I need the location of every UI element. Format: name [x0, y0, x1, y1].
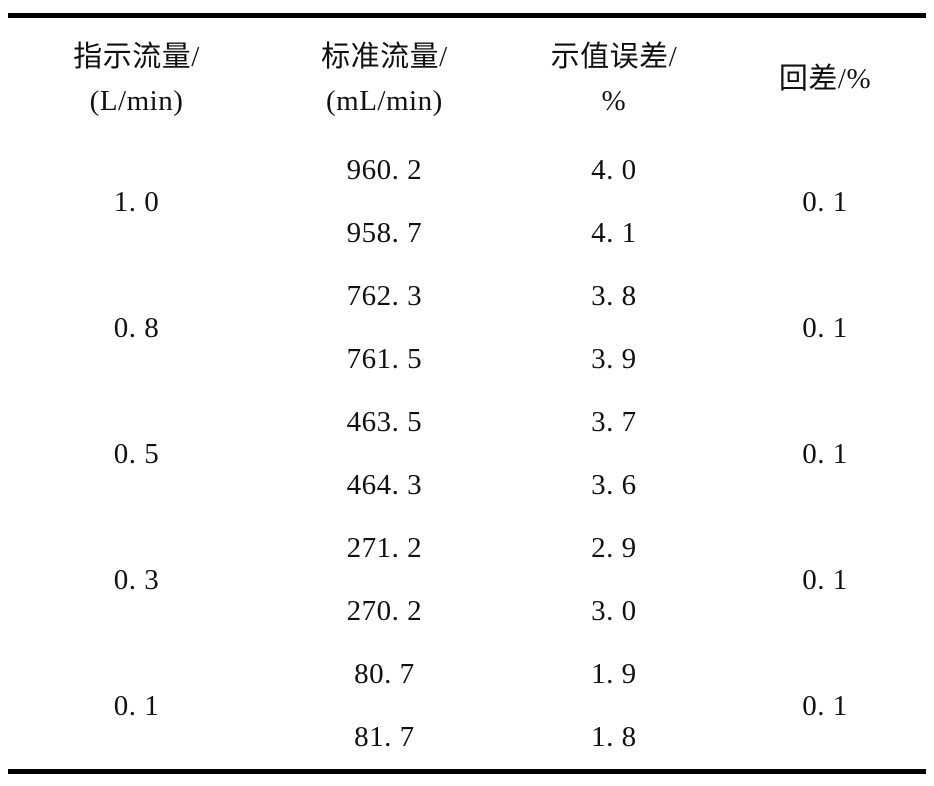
cell-standard-flow: 270. 2 — [346, 595, 423, 627]
table-row: 0. 8 762. 3 3. 8 0. 1 — [8, 265, 926, 344]
cell-hysteresis: 0. 1 — [802, 689, 848, 722]
cell-standard-flow: 271. 2 — [346, 532, 423, 564]
header-line: 回差/% — [778, 62, 872, 95]
table-header: 指示流量/ (L/min) 标准流量/ (mL/min) 示值误差/ % 回差/… — [8, 16, 926, 140]
col-header-indication-error: 示值误差/ % — [504, 16, 724, 140]
cell-standard-flow: 762. 3 — [346, 280, 423, 312]
cell-error: 3. 7 — [591, 406, 637, 438]
table-row: 81. 7 1. 8 — [8, 706, 926, 772]
cell-error: 3. 0 — [591, 595, 637, 627]
header-line: % — [601, 84, 627, 117]
cell-standard-flow: 761. 5 — [346, 343, 423, 375]
col-header-hysteresis: 回差/% — [724, 16, 926, 140]
cell-error: 3. 9 — [591, 343, 637, 375]
cell-error: 1. 8 — [591, 721, 637, 753]
calibration-table: 指示流量/ (L/min) 标准流量/ (mL/min) 示值误差/ % 回差/… — [8, 13, 926, 774]
cell-indicated-flow: 0. 5 — [113, 437, 160, 470]
cell-standard-flow: 464. 3 — [346, 469, 423, 501]
cell-indicated-flow: 1. 0 — [113, 185, 160, 218]
cell-hysteresis: 0. 1 — [802, 437, 848, 470]
header-line: 示值误差/ — [550, 40, 678, 73]
cell-error: 1. 9 — [591, 658, 637, 690]
table-row: 0. 3 271. 2 2. 9 0. 1 — [8, 517, 926, 596]
table-row: 464. 3 3. 6 — [8, 454, 926, 517]
table-row: 0. 5 463. 5 3. 7 0. 1 — [8, 391, 926, 470]
cell-standard-flow: 958. 7 — [346, 217, 423, 249]
table-body: 1. 0 960. 2 4. 0 0. 1 958. 7 4. 1 0. 8 7… — [8, 139, 926, 772]
table-row: 0. 1 80. 7 1. 9 0. 1 — [8, 643, 926, 722]
cell-hysteresis: 0. 1 — [802, 311, 848, 344]
cell-error: 2. 9 — [591, 532, 637, 564]
table-row: 958. 7 4. 1 — [8, 202, 926, 265]
header-line: 指示流量/ — [73, 40, 200, 73]
cell-standard-flow: 81. 7 — [354, 721, 415, 753]
cell-hysteresis: 0. 1 — [802, 185, 848, 218]
cell-error: 4. 1 — [591, 217, 637, 249]
cell-error: 3. 8 — [591, 280, 637, 312]
table-row: 761. 5 3. 9 — [8, 328, 926, 391]
cell-indicated-flow: 0. 8 — [113, 311, 160, 344]
cell-indicated-flow: 0. 3 — [113, 563, 160, 596]
header-line: (mL/min) — [325, 84, 443, 117]
cell-hysteresis: 0. 1 — [802, 563, 848, 596]
table-row: 270. 2 3. 0 — [8, 580, 926, 643]
col-header-indicated-flow: 指示流量/ (L/min) — [8, 16, 265, 140]
header-line: (L/min) — [89, 84, 184, 117]
col-header-standard-flow: 标准流量/ (mL/min) — [265, 16, 504, 140]
cell-standard-flow: 960. 2 — [346, 154, 423, 186]
cell-indicated-flow: 0. 1 — [113, 689, 160, 722]
cell-standard-flow: 80. 7 — [354, 658, 415, 690]
header-line: 标准流量/ — [321, 40, 448, 73]
cell-standard-flow: 463. 5 — [346, 406, 423, 438]
table-row: 1. 0 960. 2 4. 0 0. 1 — [8, 139, 926, 218]
cell-error: 3. 6 — [591, 469, 637, 501]
header-row: 指示流量/ (L/min) 标准流量/ (mL/min) 示值误差/ % 回差/… — [8, 16, 926, 140]
cell-error: 4. 0 — [591, 154, 637, 186]
